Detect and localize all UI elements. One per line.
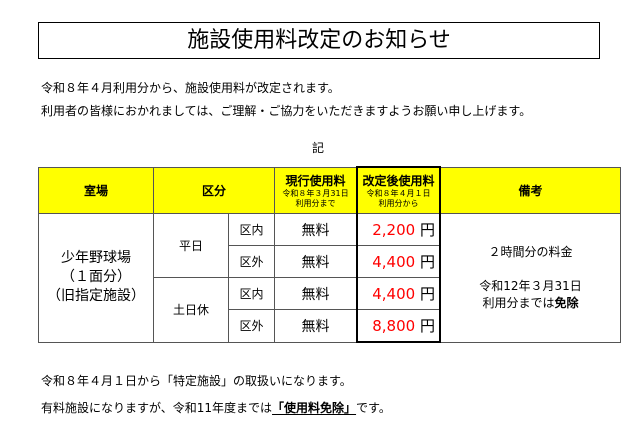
header-new-label: 改定後使用料 [362, 174, 435, 188]
fee-table: 室場 区分 現行使用料 令和８年３月31日 利用分まで 改定後使用料 令和８年４月１日… [38, 166, 621, 343]
new-fee: 4,400 円 [356, 245, 441, 278]
current-fee: 無料 [274, 309, 358, 343]
room-name: 少年野球場 [61, 250, 131, 267]
area-cell: 区内 [228, 277, 275, 310]
fee-value: 4,400 [372, 285, 416, 303]
remarks-line: ２時間分の料金 [488, 244, 573, 259]
page-title: 施設使用料改定のお知らせ [38, 22, 600, 59]
group-weekend: 土日休 [152, 277, 230, 343]
footer-line-1: 令和８年４月１日から「特定施設」の取扱いになります。 [41, 374, 352, 388]
room-note: （旧指定施設） [47, 288, 145, 305]
header-room: 室場 [38, 166, 154, 214]
footer-line-2: 有料施設になりますが、令和11年度までは「使用料免除」です。 [41, 399, 391, 416]
header-category: 区分 [153, 166, 275, 214]
remarks-exempt: 免除 [554, 295, 579, 310]
fee-unit: 円 [419, 285, 435, 303]
fee-unit: 円 [419, 317, 435, 335]
new-fee: 8,800 円 [356, 309, 441, 343]
area-cell: 区外 [228, 309, 275, 343]
ki-label: 記 [312, 141, 325, 155]
remarks-cell: ２時間分の料金 令和12年３月31日 利用分までは免除 [439, 213, 621, 343]
area-cell: 区内 [228, 213, 275, 246]
header-current-note: 利用分まで [295, 198, 336, 208]
fee-unit: 円 [419, 221, 435, 239]
remarks-line: 令和12年３月31日 [479, 278, 582, 293]
intro-line-2: 利用者の皆様におかれましては、ご理解・ご協力をいただきますようお願い申し上げます… [41, 104, 532, 118]
footer-exempt: 「使用料免除」 [272, 401, 357, 415]
current-fee: 無料 [274, 245, 358, 278]
header-new-note: 利用分から [378, 199, 419, 208]
header-new-note: 令和８年４月１日 [366, 189, 431, 198]
header-current-note: 令和８年３月31日 [282, 188, 349, 198]
fee-value: 4,400 [372, 253, 416, 271]
room-size: （１面分） [61, 269, 131, 286]
header-new: 改定後使用料 令和８年４月１日 利用分から [356, 166, 441, 214]
room-cell: 少年野球場 （１面分） （旧指定施設） [38, 213, 154, 343]
intro-line-1: 令和８年４月利用分から、施設使用料が改定されます。 [41, 81, 340, 95]
new-fee: 2,200 円 [356, 213, 441, 246]
group-weekday: 平日 [152, 213, 230, 278]
header-remarks: 備考 [439, 166, 621, 214]
footer-text: です。 [356, 401, 391, 415]
current-fee: 無料 [274, 213, 358, 246]
fee-value: 8,800 [372, 317, 416, 335]
header-current-label: 現行使用料 [285, 173, 346, 188]
new-fee: 4,400 円 [356, 277, 441, 310]
fee-unit: 円 [419, 253, 435, 271]
current-fee: 無料 [274, 277, 358, 310]
fee-value: 2,200 [372, 221, 416, 239]
remarks-line: 利用分までは [482, 295, 555, 310]
header-current: 現行使用料 令和８年３月31日 利用分まで [274, 166, 358, 214]
footer-text: 有料施設になりますが、令和11年度までは [41, 401, 273, 415]
area-cell: 区外 [228, 245, 275, 278]
